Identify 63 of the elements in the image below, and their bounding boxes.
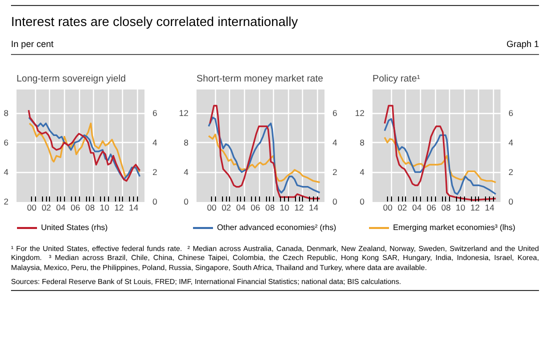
text: Interest rates are closely correlated internationally	[11, 13, 299, 31]
line-series	[384, 104, 497, 201]
y2-tick-label: 0	[152, 196, 158, 206]
x-tick-label: 06	[426, 202, 436, 212]
y-tick-label: 2	[4, 196, 9, 206]
x-tick-label: 04	[56, 202, 66, 212]
y2-tick-label: 6	[508, 108, 514, 118]
y2-tick-label: 0	[508, 196, 514, 206]
text: In per cent	[11, 38, 54, 50]
x-tick-label: 14	[484, 202, 495, 212]
x-tick-label: 10	[456, 202, 466, 212]
y-tick-label: 6	[4, 138, 9, 148]
y-tick-label: 0	[184, 196, 189, 206]
x-tick-label: 12	[294, 202, 304, 212]
y-tick-label: 8	[4, 108, 9, 118]
x-tick-label: 06	[70, 202, 80, 212]
y2-tick-label: 2	[508, 167, 514, 178]
line-series	[384, 118, 497, 195]
x-tick-label: 02	[222, 202, 232, 212]
y-tick-label: 0	[360, 196, 365, 206]
x-tick-label: 02	[398, 202, 408, 212]
x-tick-label: 00	[27, 202, 37, 212]
y-tick-label: 12	[179, 108, 189, 118]
y2-tick-label: 6	[332, 108, 338, 118]
x-tick-label: 14	[308, 202, 319, 212]
x-tick-label: 04	[412, 202, 422, 212]
y2-tick-label: 0	[332, 196, 338, 206]
y-tick-label: 8	[184, 138, 189, 148]
y2-tick-label: 2	[332, 167, 338, 178]
x-tick-label: 04	[236, 202, 246, 212]
x-tick-label: 08	[85, 202, 95, 212]
y2-tick-label: 4	[508, 138, 514, 148]
y2-tick-label: 6	[152, 108, 158, 118]
x-tick-label: 00	[383, 202, 393, 212]
x-tick-label: 06	[250, 202, 260, 212]
x-tick-label: 10	[100, 202, 110, 212]
line-series	[208, 134, 321, 184]
y-tick-label: 12	[355, 108, 365, 118]
line-series	[208, 116, 321, 194]
chart-title: Short-term money market rate	[196, 74, 324, 84]
chart-title: Policy rate¹	[372, 74, 420, 84]
y2-tick-label: 4	[152, 138, 158, 148]
legend-label: United States (rhs)	[40, 223, 108, 232]
x-tick-label: 00	[207, 202, 217, 212]
y2-tick-label: 2	[152, 167, 158, 178]
x-tick-label: 10	[280, 202, 290, 212]
x-tick-label: 14	[128, 202, 139, 212]
line-series	[209, 104, 321, 200]
legend-label: Emerging market economies³ (lhs)	[392, 223, 516, 232]
x-tick-label: 12	[470, 202, 480, 212]
chart-title: Long-term sovereign yield	[16, 74, 126, 84]
y2-tick-label: 4	[332, 138, 338, 148]
y-tick-label: 4	[4, 167, 9, 178]
legend-label: Other advanced economies² (rhs)	[216, 223, 336, 232]
y-tick-label: 4	[360, 167, 365, 178]
x-tick-label: 02	[42, 202, 52, 212]
x-tick-label: 08	[441, 202, 451, 212]
line-series	[384, 136, 497, 184]
x-tick-label: 12	[114, 202, 124, 212]
y-tick-label: 4	[184, 167, 189, 178]
y-tick-label: 8	[360, 138, 365, 148]
caption: Graph 1	[506, 38, 539, 50]
x-tick-label: 08	[265, 202, 275, 212]
